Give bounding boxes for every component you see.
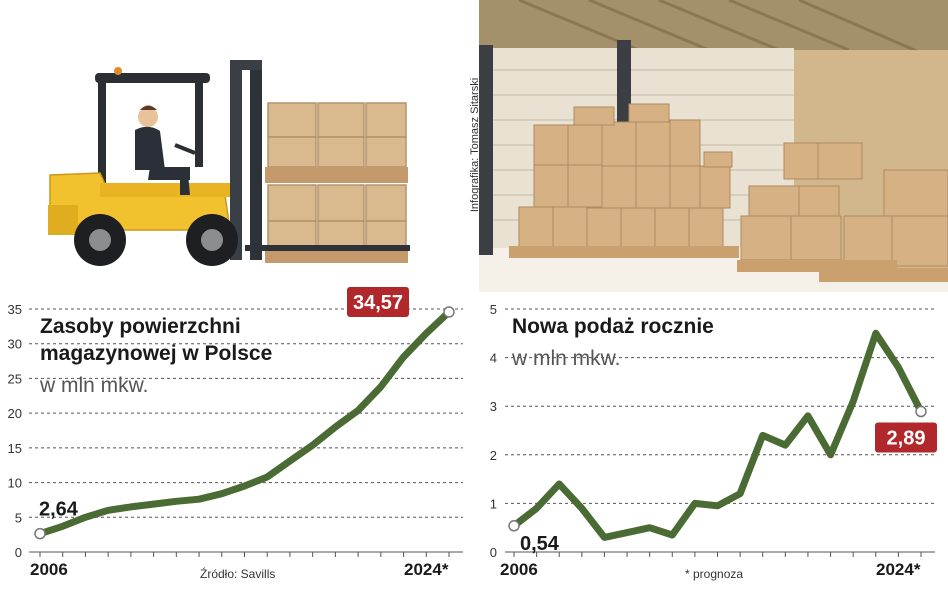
chart-left-x-tick-end: 2024* — [404, 560, 449, 579]
chart-left-value-label-end: 34,57 — [353, 292, 403, 314]
chart-right-series-line — [510, 329, 925, 541]
chart-left-y-tick: 10 — [8, 476, 22, 491]
chart-left-endpoint-marker — [443, 306, 455, 318]
source-note: Źródło: Savills — [200, 567, 276, 581]
chart-right-title: Nowa podaż rocznie — [512, 313, 714, 340]
chart-left-endpoint-marker — [34, 527, 46, 540]
chart-right-value-label-start: 0,54 — [520, 533, 560, 555]
chart-right-x-tick-start: 2006 — [500, 560, 538, 579]
chart-left-y-tick: 0 — [15, 545, 22, 560]
chart-right-y-tick: 5 — [490, 302, 497, 317]
chart-right-y-tick: 4 — [490, 351, 497, 366]
chart-right-endpoint-marker — [915, 405, 927, 418]
chart-left-y-tick: 5 — [15, 510, 22, 525]
chart-left-y-tick: 20 — [8, 406, 22, 421]
chart-right-y-tick: 3 — [490, 399, 497, 414]
chart-right-endpoint-marker — [508, 520, 520, 532]
chart-left-x-tick-start: 2006 — [30, 560, 68, 579]
forecast-note: * prognoza — [685, 567, 744, 581]
warehouse-illustration — [479, 0, 948, 292]
chart-right-y-tick: 2 — [490, 448, 497, 463]
chart-left-value-badge — [347, 286, 409, 317]
chart-right-value-badge — [875, 422, 937, 453]
chart-left-value-label-start: 2,64 — [39, 499, 79, 521]
chart-right-x-tick-end: 2024* — [876, 560, 921, 579]
chart-left-y-tick: 25 — [8, 371, 22, 386]
chart-right-y-tick: 0 — [490, 545, 497, 560]
chart-right-value-label-end: 2,89 — [887, 428, 926, 450]
chart-right-y-tick: 1 — [490, 496, 497, 511]
forklift-illustration — [48, 60, 410, 266]
chart-left-y-tick: 15 — [8, 441, 22, 456]
chart-left-title-line-2: magazynowej w Polsce — [40, 342, 273, 365]
chart-left-title: Zasoby powierzchni magazynowej w Polsce — [40, 313, 272, 367]
chart-left-subtitle: w mln mkw. — [40, 374, 149, 397]
chart-left-title-line-1: Zasoby powierzchni — [40, 315, 241, 338]
chart-right-title-line-1: Nowa podaż rocznie — [512, 315, 714, 338]
chart-left-y-tick: 30 — [8, 337, 22, 352]
chart-left-series-line — [36, 308, 453, 538]
chart-left-y-tick: 35 — [8, 302, 22, 317]
chart-right-subtitle: w mln mkw. — [512, 347, 621, 370]
